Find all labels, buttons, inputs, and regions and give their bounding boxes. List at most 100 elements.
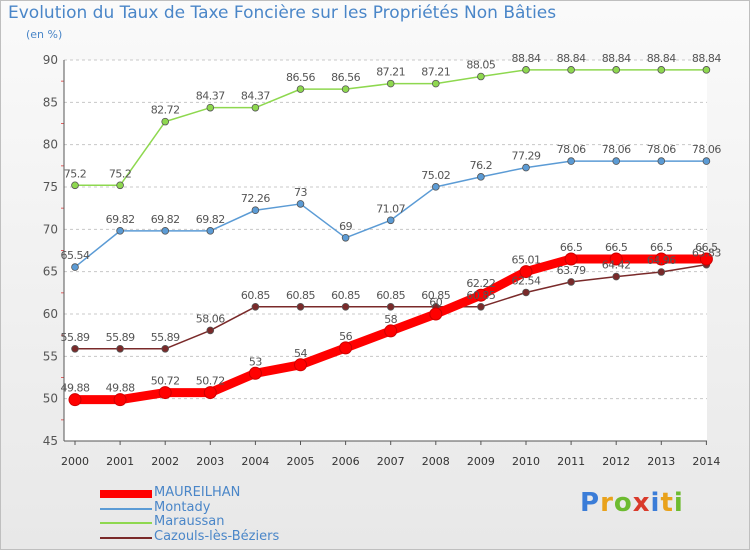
data-label: 58	[384, 313, 397, 326]
data-point	[702, 66, 711, 74]
x-tick-label: 2009	[467, 455, 495, 468]
legend-label: Maraussan	[154, 514, 225, 530]
data-point	[294, 358, 307, 372]
data-label: 82.72	[151, 104, 180, 117]
legend-swatch	[100, 537, 152, 540]
data-label: 78.06	[557, 143, 586, 156]
data-label: 66.5	[695, 241, 718, 254]
y-tick-label: 45	[43, 434, 58, 448]
legend-swatch	[100, 507, 152, 510]
data-label: 78.06	[692, 143, 721, 156]
x-tick-label: 2014	[692, 455, 720, 468]
data-point	[477, 173, 485, 181]
y-tick-label: 80	[43, 138, 58, 152]
data-point	[116, 181, 124, 190]
data-label: 71.07	[376, 202, 405, 215]
data-point	[612, 66, 620, 74]
data-point	[116, 227, 124, 235]
data-point	[612, 157, 620, 165]
data-point	[702, 157, 711, 165]
y-tick-label: 70	[43, 222, 58, 236]
data-label: 87.21	[421, 66, 450, 79]
data-point	[657, 268, 666, 276]
data-label: 55.89	[61, 331, 90, 344]
data-label: 86.56	[286, 71, 315, 84]
data-point	[206, 227, 215, 235]
data-point	[522, 288, 530, 297]
data-label: 63.79	[557, 264, 586, 277]
data-label: 66.5	[560, 241, 583, 254]
data-label: 88.84	[647, 52, 676, 65]
y-tick-label: 60	[43, 307, 58, 321]
data-label: 75.2	[109, 167, 132, 180]
data-label: 84.37	[241, 90, 270, 103]
data-point	[699, 252, 713, 266]
data-point	[567, 278, 575, 286]
data-label: 66.5	[650, 241, 673, 254]
data-point	[386, 216, 395, 225]
x-tick-label: 2006	[332, 455, 360, 468]
x-tick-label: 2013	[647, 455, 675, 468]
data-point	[296, 303, 305, 311]
data-point	[519, 265, 533, 279]
data-label: 60.85	[376, 289, 405, 302]
data-point	[341, 303, 350, 311]
data-point	[161, 117, 170, 126]
data-point	[657, 66, 666, 74]
legend-label: Cazouls-lès-Béziers	[154, 529, 280, 545]
data-point	[203, 386, 217, 400]
data-label: 75.02	[421, 169, 450, 182]
y-tick-label: 65	[43, 265, 58, 279]
data-point	[161, 344, 170, 353]
data-point	[68, 393, 82, 407]
data-point	[522, 163, 530, 172]
data-point	[161, 227, 170, 235]
data-label: 72.26	[241, 192, 270, 205]
data-label: 69.82	[106, 213, 135, 226]
data-label: 60.85	[421, 289, 450, 302]
legend-label: Montady	[154, 499, 211, 515]
data-label: 84.37	[196, 90, 225, 103]
data-point	[251, 103, 260, 112]
data-label: 78.06	[647, 143, 676, 156]
data-point	[474, 288, 488, 302]
data-label: 88.84	[557, 52, 586, 65]
x-tick-label: 2002	[151, 455, 179, 468]
data-point	[251, 206, 260, 214]
data-point	[429, 307, 443, 321]
x-tick-label: 2000	[61, 455, 89, 468]
x-tick-label: 2010	[512, 455, 540, 468]
legend-label: MAUREILHAN	[154, 485, 241, 500]
data-label: 49.88	[106, 382, 135, 395]
x-tick-label: 2011	[557, 455, 585, 468]
data-point	[116, 344, 124, 353]
data-label: 53	[249, 355, 262, 368]
data-label: 50.72	[151, 375, 180, 388]
data-label: 88.84	[602, 52, 631, 65]
data-point	[296, 85, 305, 93]
data-point	[71, 263, 79, 271]
y-tick-label: 55	[43, 349, 58, 363]
legend-swatch	[100, 522, 152, 525]
data-label: 56	[339, 330, 352, 343]
data-label: 60.85	[286, 289, 315, 302]
data-point	[477, 303, 485, 311]
data-point	[431, 183, 440, 191]
data-point	[113, 393, 127, 407]
data-point	[341, 85, 350, 93]
data-point	[206, 326, 215, 335]
data-label: 60.85	[331, 289, 360, 302]
data-label: 69.82	[151, 213, 180, 226]
legend-swatch	[100, 490, 152, 498]
plot-area	[64, 60, 707, 441]
data-point	[567, 66, 575, 74]
data-label: 49.88	[61, 382, 90, 395]
data-label: 88.05	[466, 59, 495, 72]
x-tick-label: 2003	[196, 455, 224, 468]
data-point	[612, 272, 620, 281]
data-point	[522, 66, 530, 74]
data-point	[386, 79, 395, 88]
data-point	[71, 344, 79, 353]
data-label: 75.2	[64, 167, 87, 180]
data-point	[248, 366, 262, 380]
